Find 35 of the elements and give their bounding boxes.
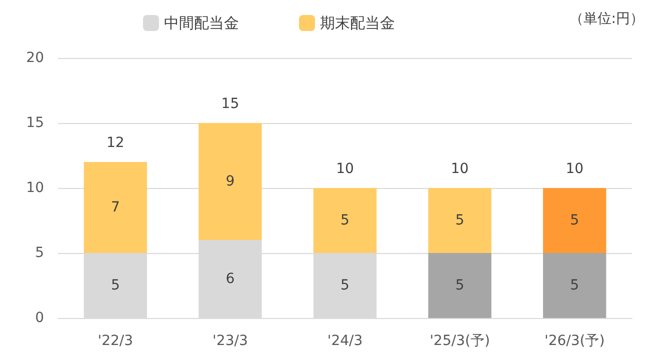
bar [543, 188, 606, 253]
data-label: 5 [455, 278, 464, 294]
data-label: 5 [340, 212, 350, 228]
x-tick-label: '25/3(予) [430, 333, 490, 349]
total-label: 10 [336, 161, 354, 177]
data-label: 5 [110, 278, 120, 294]
bar [428, 253, 492, 318]
total-label: 10 [566, 161, 584, 177]
total-label: 15 [221, 96, 240, 112]
x-tick-label: '23/3 [212, 333, 248, 349]
data-label: 5 [455, 212, 464, 228]
bar [84, 162, 147, 253]
x-tick-label: '26/3(予) [544, 333, 605, 349]
bar [313, 188, 377, 253]
y-tick-label: 15 [26, 115, 44, 131]
y-tick-label: 20 [26, 50, 44, 66]
legend-label: 中間配当金 [164, 14, 239, 32]
total-label: 12 [106, 135, 124, 151]
text: （単位:円） [569, 11, 644, 27]
x-tick-label: '22/3 [98, 333, 134, 349]
bar [543, 253, 606, 318]
total-label: 10 [450, 161, 469, 177]
bar [198, 123, 262, 240]
data-label: 7 [110, 200, 120, 216]
data-label: 6 [226, 271, 235, 287]
x-tick-label: '24/3 [327, 333, 363, 349]
bar [428, 188, 492, 253]
data-label: 9 [226, 174, 235, 190]
legend-label: 期末配当金 [320, 14, 395, 32]
y-tick-label: 5 [35, 245, 44, 261]
data-label: 5 [570, 278, 580, 294]
y-tick-label: 0 [35, 310, 44, 326]
data-label: 5 [570, 212, 580, 228]
y-tick-label: 10 [26, 180, 44, 196]
data-label: 5 [340, 278, 350, 294]
